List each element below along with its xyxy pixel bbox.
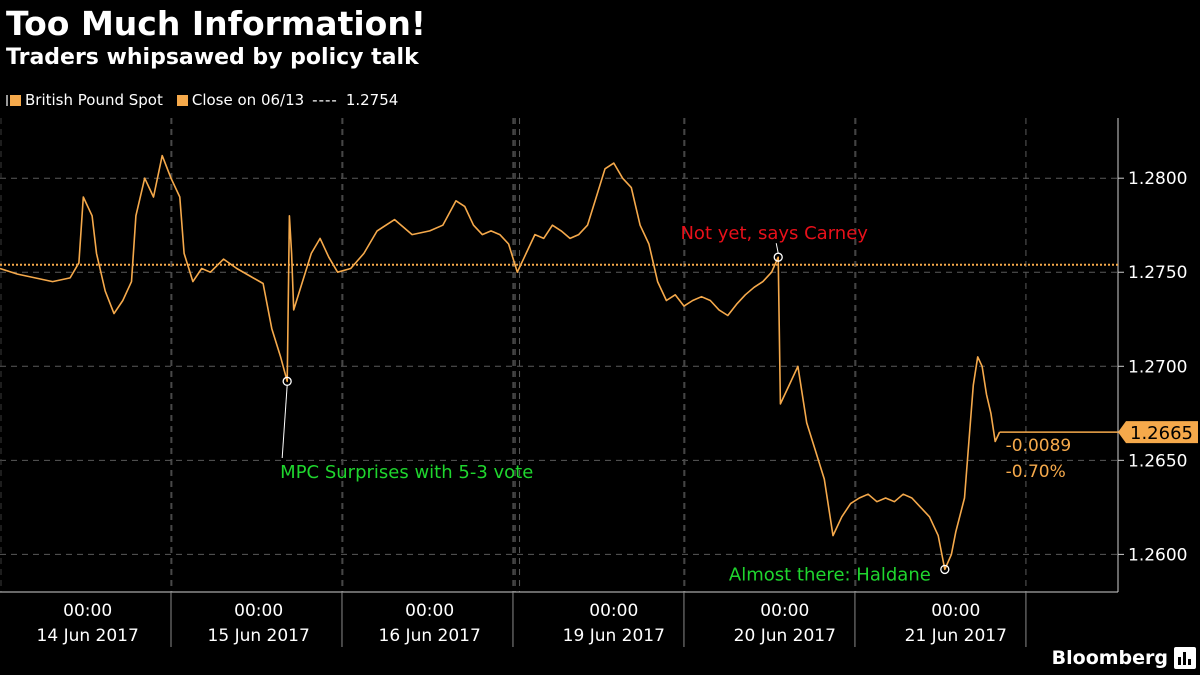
x-tick-time-label: 00:00: [760, 601, 809, 621]
x-tick-date-label: 21 Jun 2017: [905, 626, 1007, 646]
chart-title: Too Much Information!: [6, 4, 426, 43]
legend-close-value: 1.2754: [345, 91, 399, 109]
x-tick-date-label: 19 Jun 2017: [563, 626, 665, 646]
last-value-label: 1.2665: [1130, 423, 1193, 444]
x-tick-time-label: 00:00: [589, 601, 638, 621]
legend-close-separator: ----: [312, 91, 338, 109]
x-tick-date-label: 14 Jun 2017: [37, 626, 139, 646]
bloomberg-logo: Bloomberg: [1051, 647, 1168, 669]
annotation-label: Almost there: Haldane: [729, 564, 931, 585]
series-line-icon: [6, 94, 9, 106]
y-tick-label: 1.2650: [1128, 451, 1187, 471]
change-pct-label: -0.70%: [1006, 462, 1066, 482]
last-value-box: [1118, 421, 1198, 444]
x-tick-time-label: 00:00: [63, 601, 112, 621]
y-tick-label: 1.2600: [1128, 545, 1187, 565]
y-tick-label: 1.2750: [1128, 263, 1187, 283]
x-tick-time-label: 00:00: [405, 601, 454, 621]
x-tick-time-label: 00:00: [931, 601, 980, 621]
annotation-leader: [281, 385, 288, 459]
annotation-marker: [773, 252, 783, 262]
annotation-label: Not yet, says Carney: [680, 223, 868, 244]
chart-subtitle: Traders whipsawed by policy talk: [6, 45, 419, 70]
series-swatch-icon: [10, 94, 21, 106]
change-abs-label: -0.0089: [1006, 436, 1072, 456]
close-swatch-icon: [176, 94, 188, 106]
y-tick-label: 1.2800: [1128, 169, 1187, 189]
y-tick-label: 1.2700: [1128, 357, 1187, 377]
x-tick-date-label: 20 Jun 2017: [734, 626, 836, 646]
series-line: [0, 154, 1001, 571]
annotation-leader: [775, 243, 779, 254]
legend: British Pound Spot Close on 06/13 ---- 1…: [6, 90, 398, 110]
annotation-marker: [940, 564, 950, 575]
annotation-label: MPC Surprises with 5-3 vote: [280, 462, 533, 483]
x-tick-date-label: 16 Jun 2017: [379, 626, 481, 646]
x-tick-time-label: 00:00: [234, 601, 283, 621]
legend-series-label: British Pound Spot: [25, 91, 163, 109]
bloomberg-chart-icon: [1174, 647, 1196, 669]
x-tick-date-label: 15 Jun 2017: [208, 626, 310, 646]
legend-close-label: Close on 06/13: [191, 91, 305, 109]
